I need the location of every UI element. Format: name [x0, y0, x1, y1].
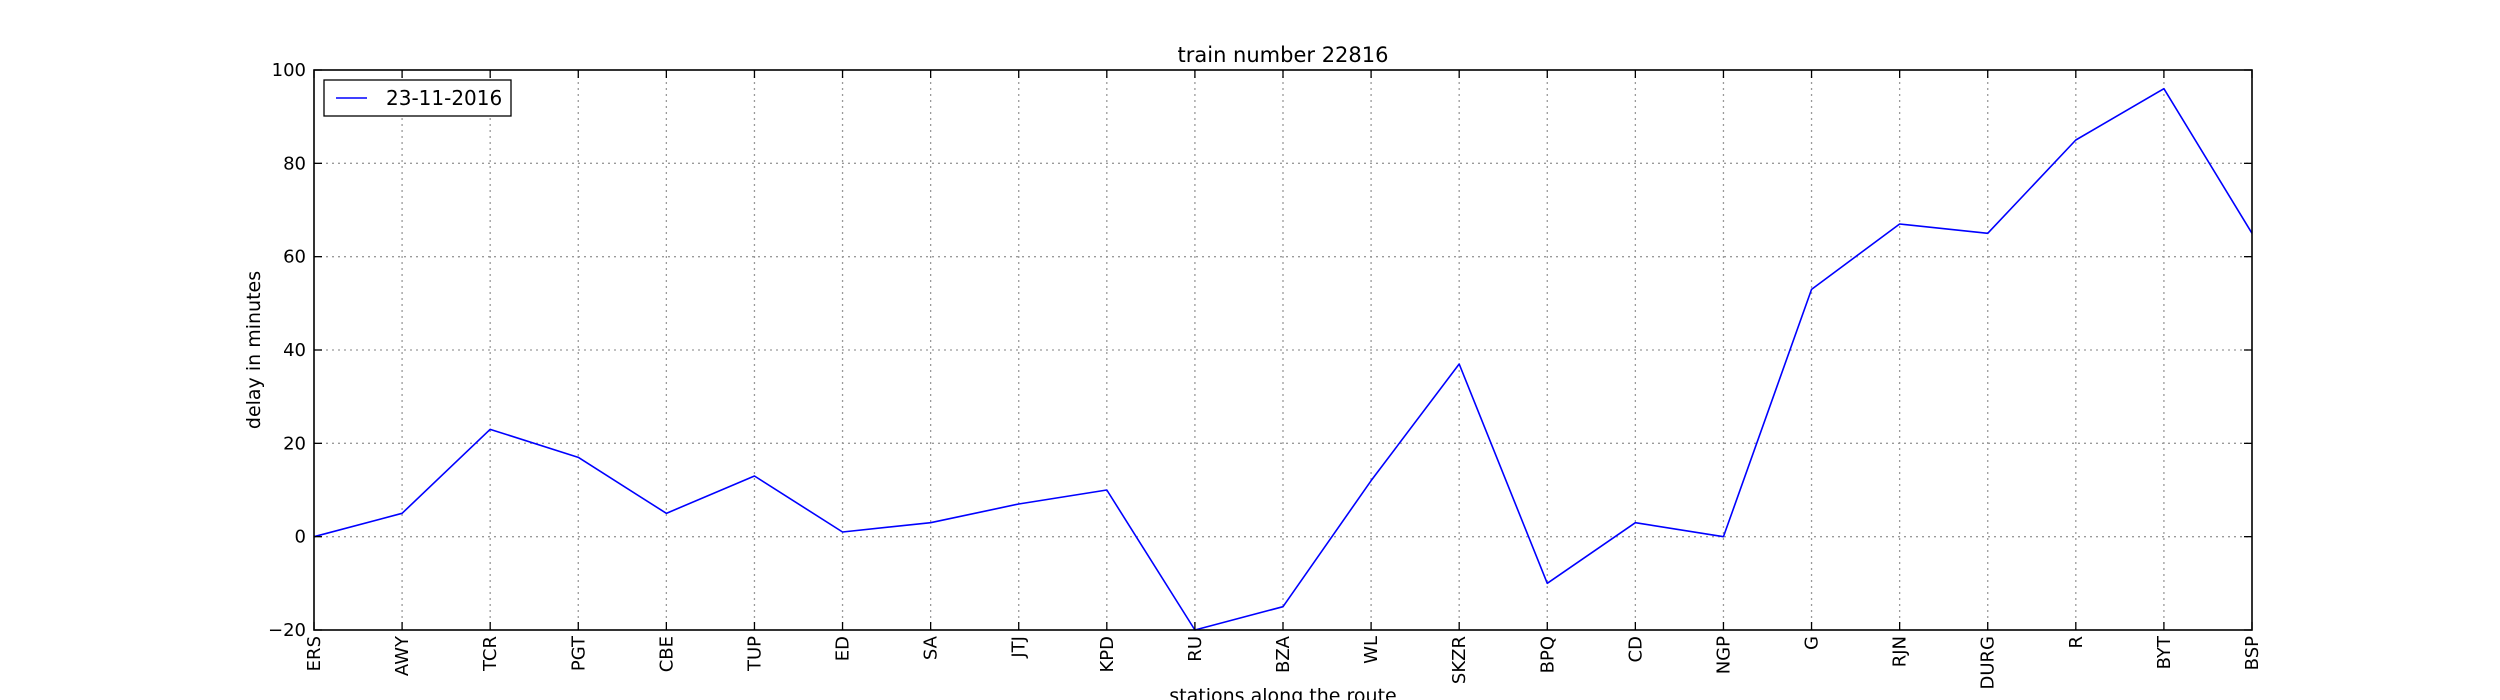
x-tick-label: BPQ — [1537, 636, 1558, 673]
y-tick-labels: −20 0 20 40 60 80 100 — [268, 60, 306, 641]
y-tick-label: −20 — [268, 620, 306, 641]
x-tick-label: PGT — [568, 635, 589, 671]
legend-label: 23-11-2016 — [386, 86, 502, 110]
y-tick-label: 100 — [272, 60, 306, 81]
x-tick-label: KPD — [1097, 636, 1118, 673]
x-tick-label: RJN — [1890, 636, 1911, 667]
x-tick-label: RU — [1185, 636, 1206, 662]
x-tick-label: JTJ — [1009, 636, 1030, 659]
x-tick-label: BYT — [2154, 635, 2175, 669]
x-tick-label: ED — [833, 636, 854, 661]
y-tick-label: 80 — [283, 153, 306, 174]
y-axis-label: delay in minutes — [243, 271, 265, 429]
x-tick-label: BSP — [2242, 636, 2263, 670]
x-tick-label: SA — [921, 635, 942, 660]
x-tick-label: BZA — [1273, 635, 1294, 673]
series-line — [313, 87, 2253, 631]
chart-title: train number 22816 — [1178, 43, 1389, 67]
x-tick-labels: ERS AWY TCR PGT CBE TUP ED SA JTJ KPD RU BZA WL SKZR B… — [304, 635, 2263, 690]
series-layer — [313, 87, 2253, 631]
x-tick-label: TCR — [480, 636, 501, 672]
x-tick-label: AWY — [392, 635, 413, 676]
x-tick-label: ERS — [304, 636, 325, 671]
grid-lines — [314, 70, 2252, 630]
x-axis-label: stations along the route — [1169, 685, 1396, 700]
axis-ticks — [313, 69, 2253, 631]
y-tick-label: 0 — [295, 527, 306, 548]
x-tick-label: R — [2066, 636, 2087, 649]
y-tick-label: 40 — [283, 340, 306, 361]
x-tick-label: DURG — [1978, 636, 1999, 690]
x-tick-label: NGP — [1713, 636, 1734, 674]
x-tick-label: TUP — [744, 636, 765, 672]
x-tick-label: CD — [1625, 636, 1646, 662]
y-tick-label: 20 — [283, 433, 306, 454]
legend: 23-11-2016 — [323, 79, 512, 117]
y-tick-label: 60 — [283, 247, 306, 268]
x-tick-label: G — [1802, 636, 1823, 650]
x-tick-label: CBE — [656, 636, 677, 672]
x-tick-label: SKZR — [1449, 636, 1470, 684]
x-tick-label: WL — [1361, 636, 1382, 664]
